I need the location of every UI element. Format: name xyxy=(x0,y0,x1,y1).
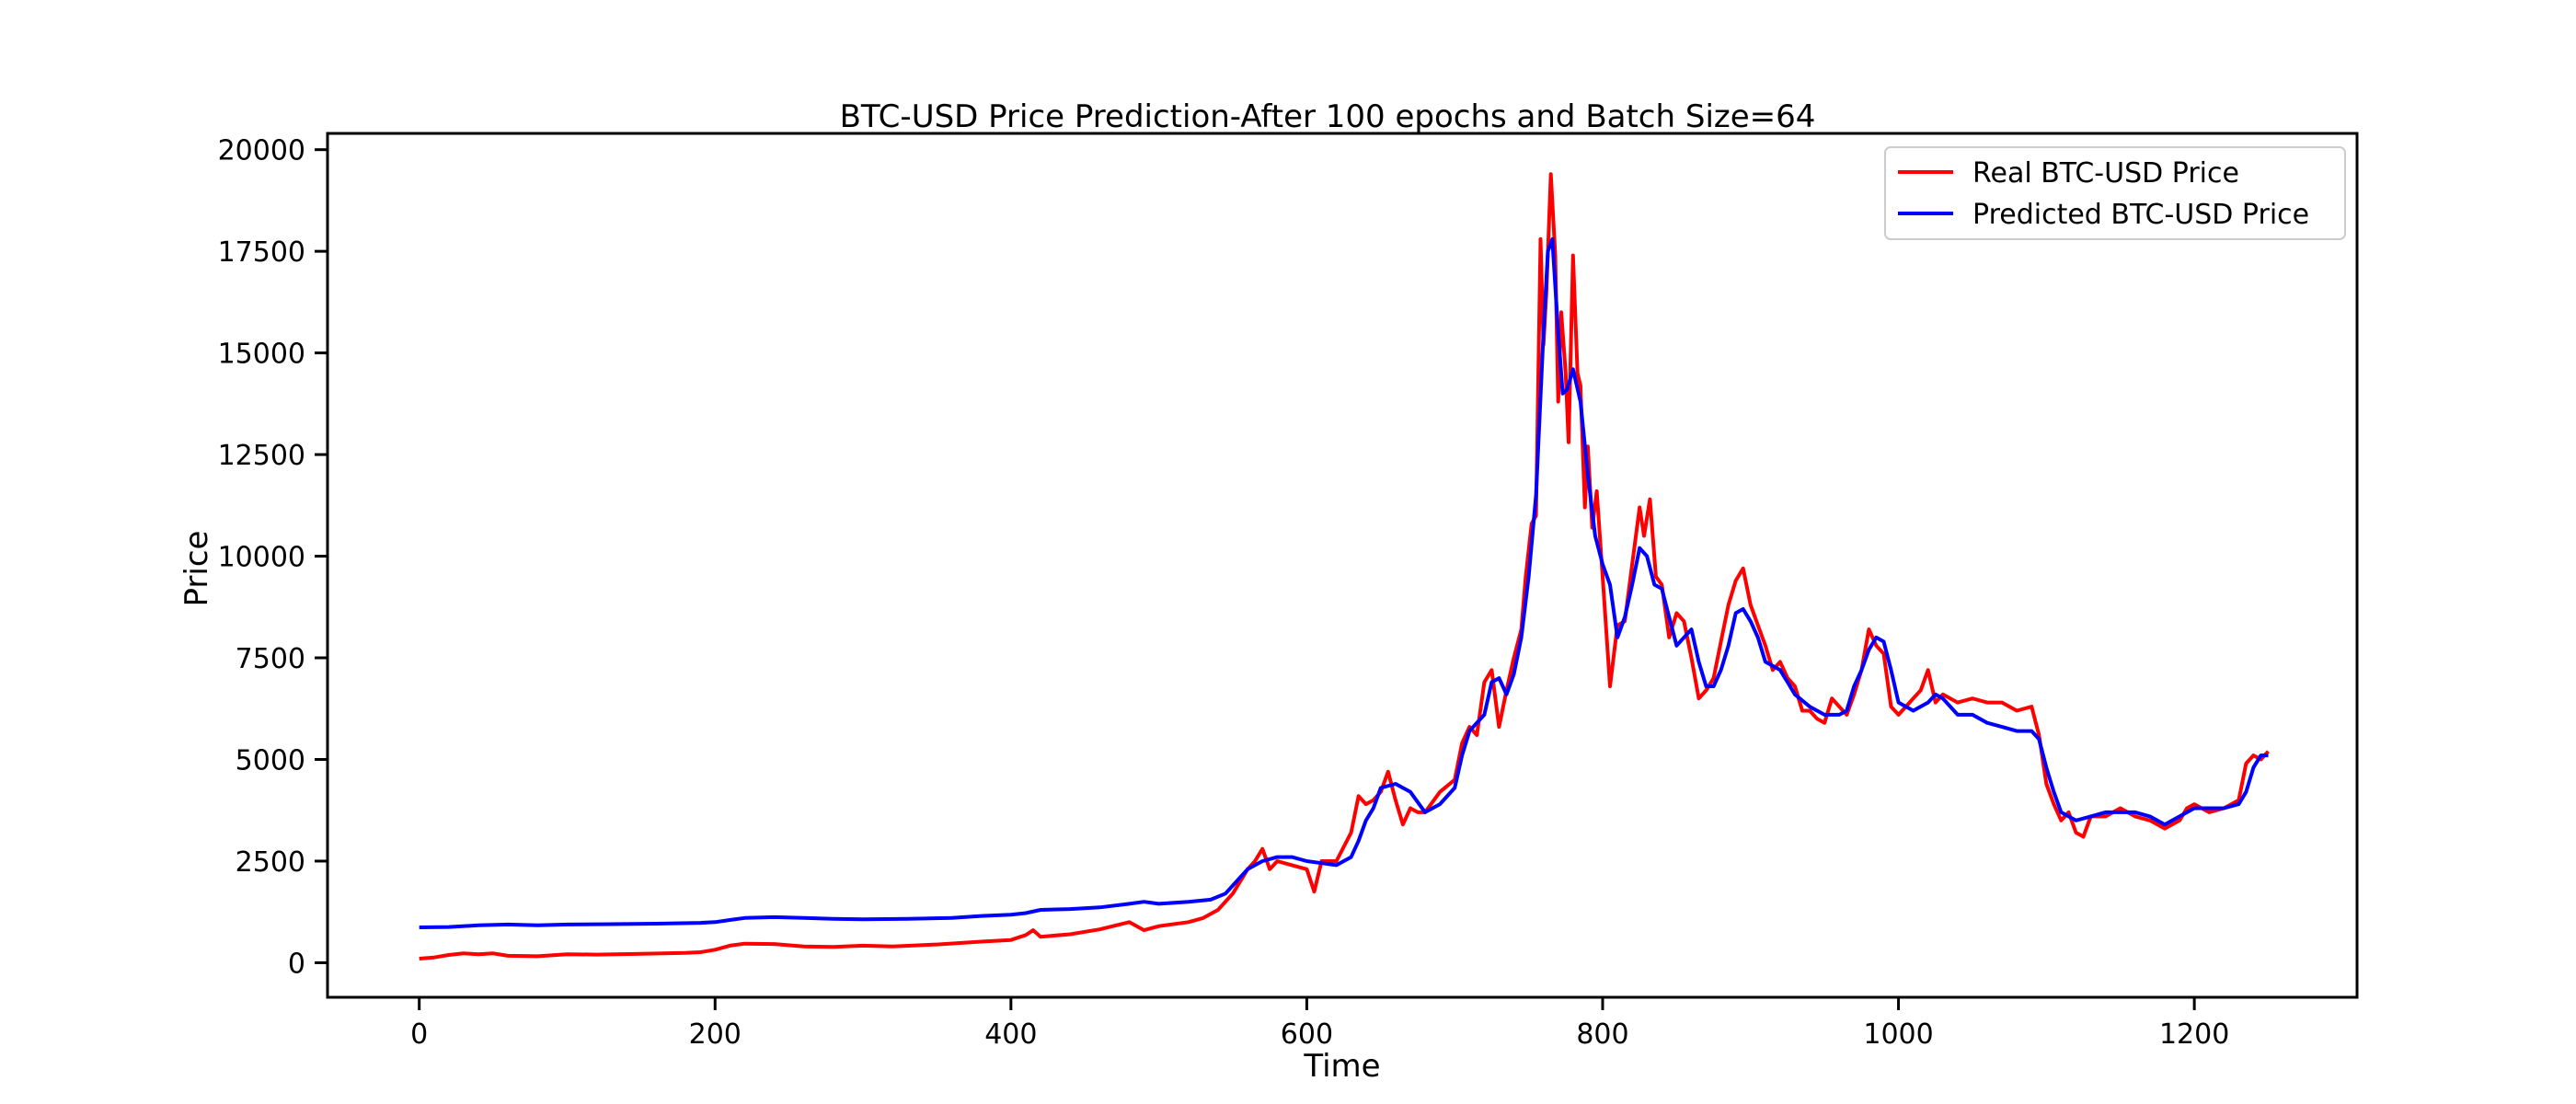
legend-label: Predicted BTC-USD Price xyxy=(1972,199,2309,231)
x-tick-label: 800 xyxy=(1576,1018,1628,1051)
y-tick-label: 0 xyxy=(288,948,305,980)
y-axis-label: Price xyxy=(178,531,215,607)
y-tick-label: 12500 xyxy=(218,440,305,472)
y-tick-label: 17500 xyxy=(218,236,305,269)
legend-box xyxy=(1884,146,2346,240)
plot-frame xyxy=(326,132,2359,999)
x-tick-label: 1200 xyxy=(2159,1018,2229,1051)
legend-label: Real BTC-USD Price xyxy=(1972,157,2239,190)
series-line-predicted xyxy=(419,236,2269,929)
y-tick-label: 5000 xyxy=(236,744,305,776)
y-tick-label: 10000 xyxy=(218,542,305,574)
series-line-real xyxy=(419,172,2270,960)
y-tick-label: 15000 xyxy=(218,339,305,371)
x-tick-label: 400 xyxy=(984,1018,1037,1051)
x-tick-label: 200 xyxy=(689,1018,742,1051)
y-tick-label: 7500 xyxy=(236,643,305,675)
y-tick-label: 2500 xyxy=(236,846,305,879)
y-tick-label: 20000 xyxy=(218,135,305,167)
chart-title: BTC-USD Price Prediction-After 100 epoch… xyxy=(840,98,1816,135)
x-axis-label: Time xyxy=(1303,1048,1380,1085)
series-layer xyxy=(419,172,2270,960)
y-axis-ticks: 0 2500 5000 7500 10000 12500 15000 17500 20000 xyxy=(218,135,328,980)
x-tick-label: 0 xyxy=(410,1018,428,1051)
x-axis-ticks: 0 200 400 600 800 1000 1200 xyxy=(410,997,2229,1051)
legend: Real BTC-USD Price Predicted BTC-USD Pric… xyxy=(1884,146,2346,240)
x-tick-label: 1000 xyxy=(1863,1018,1933,1051)
x-tick-label: 600 xyxy=(1281,1018,1333,1051)
